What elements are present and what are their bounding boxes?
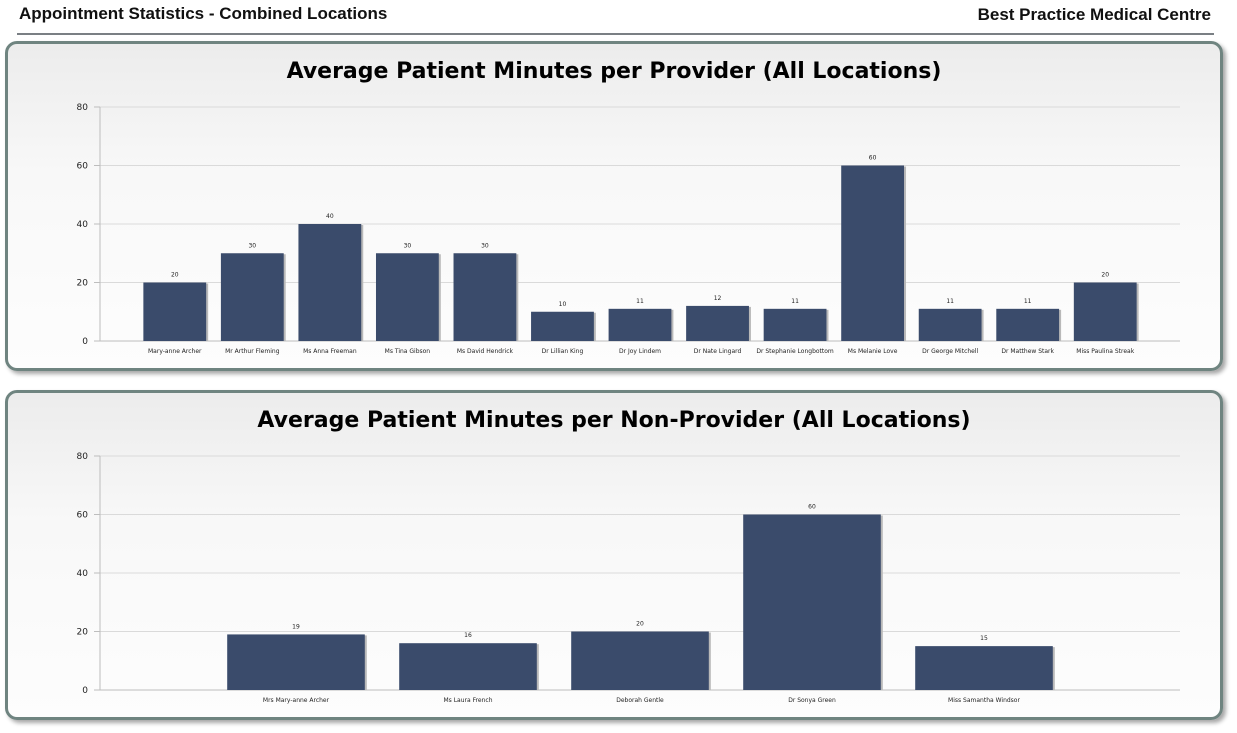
data-label: 19: [292, 623, 300, 630]
data-label: 11: [946, 298, 954, 305]
data-label: 60: [869, 155, 877, 162]
x-tick-label: Deborah Gentle: [616, 697, 664, 704]
data-label: 11: [1024, 298, 1032, 305]
bar: [531, 311, 594, 341]
bar: [220, 253, 284, 341]
provider-chart-panel: Average Patient Minutes per Provider (Al…: [5, 41, 1223, 371]
x-tick-label: Mr Arthur Fleming: [225, 348, 280, 355]
x-tick-label: Dr Stephanie Longbottom: [756, 348, 834, 355]
y-tick-label: 40: [77, 569, 89, 579]
data-label: 12: [714, 295, 722, 302]
x-tick-label: Dr George Mitchell: [922, 348, 978, 355]
y-tick-label: 80: [77, 452, 89, 462]
bar: [375, 253, 439, 341]
x-tick-label: Dr Nate Lingard: [694, 348, 742, 355]
bar: [1073, 282, 1137, 341]
report-header: Appointment Statistics - Combined Locati…: [17, 0, 1214, 35]
provider-bar-chart: 0 20 40 60 80 20 Mary-anne Archer 30 Mr Arthur F…: [77, 103, 1180, 355]
bar: [571, 631, 709, 690]
bar: [608, 308, 672, 341]
data-label: 16: [464, 632, 472, 639]
x-tick-label: Mary-anne Archer: [148, 348, 202, 355]
data-label: 15: [980, 635, 988, 642]
bar: [915, 646, 1053, 690]
bar: [399, 643, 537, 690]
x-tick-label: Dr Matthew Stark: [1001, 348, 1054, 355]
report-title: Appointment Statistics - Combined Locati…: [19, 4, 388, 23]
bar: [841, 165, 905, 341]
data-label: 20: [636, 621, 644, 628]
bar: [227, 634, 365, 690]
non-provider-chart-title: Average Patient Minutes per Non-Provider…: [257, 408, 971, 433]
x-tick-label: Ms Laura French: [443, 697, 492, 704]
bar: [743, 514, 881, 690]
y-tick-label: 20: [77, 279, 89, 289]
y-tick-label: 20: [77, 628, 89, 638]
data-label: 11: [791, 298, 799, 305]
bar: [686, 305, 749, 341]
provider-chart-title: Average Patient Minutes per Provider (Al…: [286, 59, 942, 84]
y-tick-label: 80: [77, 103, 89, 113]
data-label: 30: [481, 242, 489, 249]
x-tick-label: Miss Paulina Streak: [1076, 348, 1134, 355]
x-tick-label: Ms Anna Freeman: [303, 348, 357, 355]
x-tick-label: Dr Lillian King: [542, 348, 584, 355]
bar: [918, 308, 982, 341]
y-tick-label: 60: [77, 162, 89, 172]
x-tick-label: Dr Joy Lindem: [619, 348, 661, 355]
data-label: 40: [326, 213, 334, 220]
bar: [763, 308, 827, 341]
data-label: 10: [559, 301, 567, 308]
y-tick-label: 40: [77, 220, 89, 230]
y-tick-label: 60: [77, 511, 89, 521]
x-tick-label: Ms Tina Gibson: [385, 348, 431, 355]
data-label: 20: [171, 272, 179, 279]
non-provider-chart-panel: Average Patient Minutes per Non-Provider…: [5, 390, 1223, 720]
data-label: 30: [248, 242, 256, 249]
x-tick-label: Ms David Hendrick: [457, 348, 514, 355]
practice-name: Best Practice Medical Centre: [977, 5, 1211, 24]
x-tick-label: Ms Melanie Love: [848, 348, 898, 355]
bar: [298, 224, 362, 341]
data-label: 11: [636, 298, 644, 305]
y-tick-label: 0: [82, 686, 88, 696]
bar: [143, 282, 207, 341]
bar: [453, 253, 517, 341]
non-provider-bar-chart: 0 20 40 60 80 19 Mrs Mary-anne Archer 16 Ms Laur…: [77, 452, 1180, 704]
x-tick-label: Miss Samantha Windsor: [948, 697, 1020, 704]
data-label: 20: [1101, 272, 1109, 279]
x-tick-label: Mrs Mary-anne Archer: [263, 697, 330, 704]
data-label: 30: [404, 242, 412, 249]
bar: [996, 308, 1060, 341]
data-label: 60: [808, 504, 816, 511]
y-tick-label: 0: [82, 337, 88, 347]
x-tick-label: Dr Sonya Green: [788, 697, 836, 704]
